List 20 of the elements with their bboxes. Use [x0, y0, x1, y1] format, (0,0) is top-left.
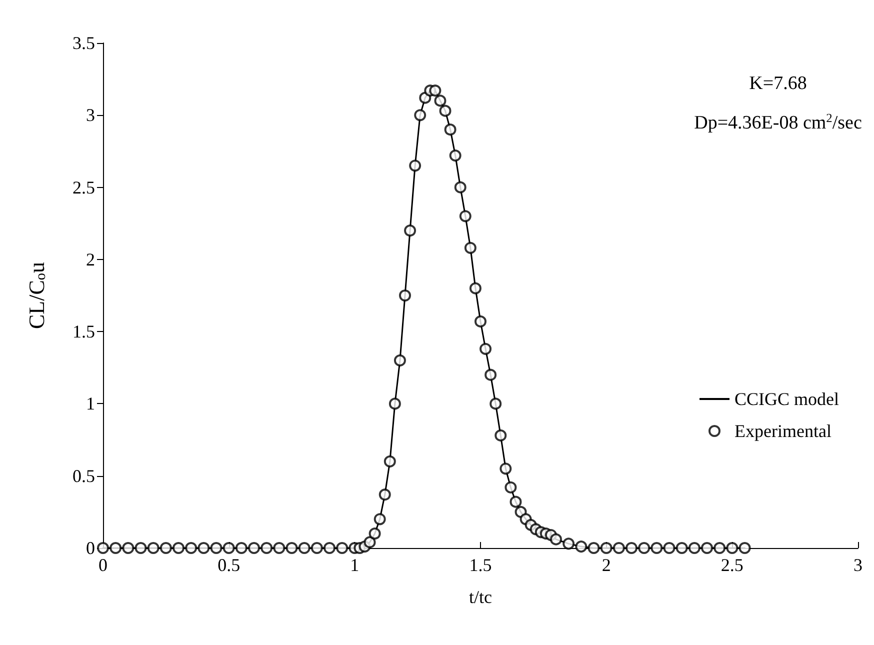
y-tick-label: 1 [86, 394, 95, 414]
y-tick-label: 0 [86, 538, 95, 558]
y-tick-label: 2.5 [72, 177, 95, 198]
x-tick-label: 0.5 [218, 555, 240, 575]
y-tick-label: 1.5 [72, 322, 95, 342]
x-axis-title: t/tc [469, 587, 492, 607]
x-tick-label: 1.5 [469, 555, 492, 575]
x-tick-label: 0 [98, 555, 108, 575]
y-tick-label: 2 [86, 249, 95, 270]
legend-label: Experimental [734, 421, 832, 441]
y-tick-label: 3 [86, 105, 95, 126]
annotation: K=7.68 [749, 73, 807, 94]
legend-label: CCIGC model [734, 389, 840, 409]
x-tick-label: 1 [350, 555, 360, 575]
x-tick-label: 3 [854, 555, 862, 575]
y-axis-title: CL/Cou [24, 262, 50, 330]
x-tick-label: 2.5 [720, 555, 744, 575]
x-tick-label: 2 [602, 555, 611, 575]
y-tick-label: 0.5 [72, 466, 95, 486]
y-tick-label: 3.5 [72, 33, 95, 53]
